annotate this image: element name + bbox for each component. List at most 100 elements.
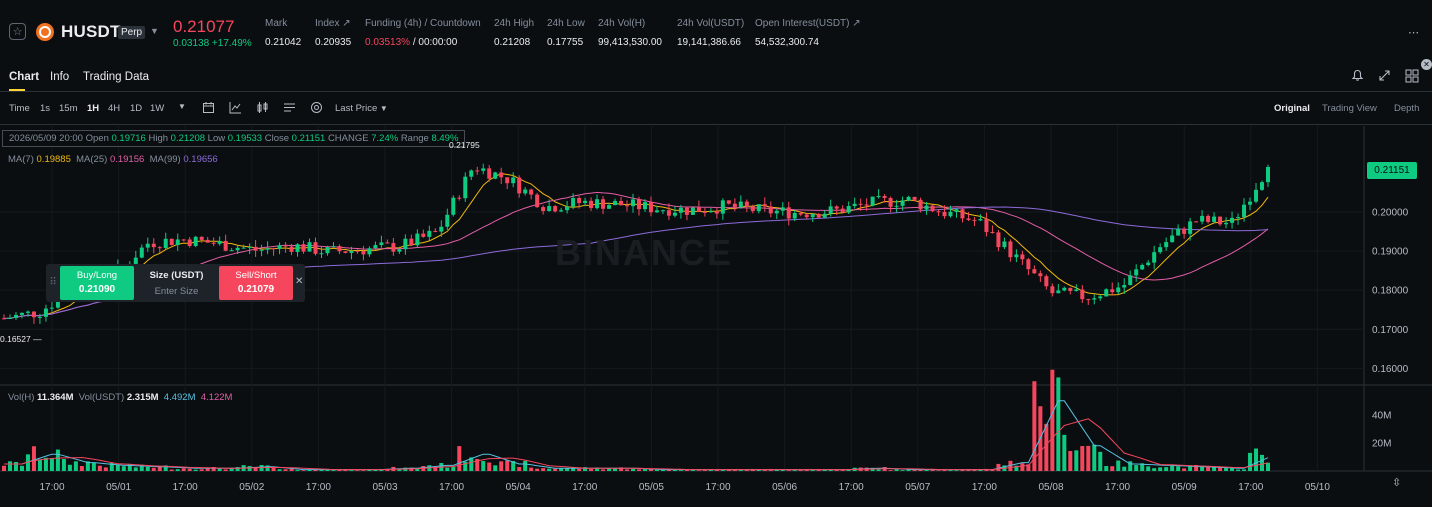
stat-index[interactable]: Index ↗ 0.20935 [315, 18, 352, 48]
candle-body [966, 218, 971, 220]
candle-body [325, 247, 330, 254]
interval-dropdown-icon[interactable]: ▼ [178, 102, 186, 111]
volume-bar [559, 468, 564, 471]
price-chart[interactable]: 0.20000 0.19000 0.18000 0.17000 0.16000 40M 20… [0, 126, 1432, 507]
candle-body [427, 230, 432, 237]
volume-bar [199, 469, 204, 471]
candle-body [732, 203, 737, 208]
view-trading-view[interactable]: Trading View [1322, 103, 1377, 114]
volume-bar [1182, 468, 1187, 471]
settings-icon[interactable] [310, 101, 323, 117]
candle-body [493, 172, 498, 179]
stat-open-interest[interactable]: Open Interest(USDT) ↗ 54,532,300.74 [755, 18, 861, 48]
volume-bar [49, 458, 54, 471]
symbol-name[interactable]: HUSDT [61, 22, 121, 41]
line-chart-icon[interactable] [229, 101, 242, 117]
volume-bar [535, 468, 540, 471]
candle-body [804, 214, 809, 218]
candle-body [1188, 221, 1193, 234]
volume-bar [666, 469, 671, 471]
funding-rate: 0.03513% [365, 37, 411, 48]
axis-settings-icon[interactable]: ⇳ [1392, 477, 1402, 489]
volume-bar [547, 468, 552, 471]
indicators-icon[interactable] [283, 101, 296, 117]
interval-time[interactable]: Time [9, 103, 30, 114]
volume-bar [37, 459, 42, 471]
interval-1w[interactable]: 1W [150, 103, 165, 114]
candle-body [169, 238, 174, 246]
candle-body [37, 316, 42, 318]
volume-bar [217, 468, 222, 471]
more-icon[interactable]: ⋯ [1408, 27, 1419, 39]
volume-bar [798, 470, 803, 471]
volume-bar [43, 457, 48, 471]
volume-bar [121, 466, 126, 471]
volume-bar [307, 469, 312, 471]
volume-tick-label: 20M [1372, 438, 1391, 449]
candle-body [547, 206, 552, 212]
close-icon[interactable]: ✕ [295, 276, 304, 287]
bell-icon[interactable] [1351, 69, 1364, 85]
price-type-selector[interactable]: Last Price ▼ [335, 103, 388, 114]
interval-4h[interactable]: 4H [108, 103, 121, 114]
candle-body [780, 207, 785, 211]
volume-bar [1014, 465, 1019, 471]
candle-type-icon[interactable] [256, 101, 269, 117]
interval-1s[interactable]: 1s [40, 103, 51, 114]
size-input[interactable] [136, 285, 217, 298]
price-change: 0.03138 +17.49% [173, 38, 252, 49]
volume-bar [816, 469, 821, 471]
volume-bar [1242, 469, 1247, 471]
favorite-star-icon[interactable]: ☆ [9, 23, 26, 40]
candle-body [1092, 298, 1097, 300]
volume-bar [187, 468, 192, 471]
candle-body [1014, 254, 1019, 258]
volume-bar [487, 462, 492, 471]
calendar-icon[interactable] [202, 101, 215, 117]
candle-body [1200, 215, 1205, 222]
close-icon[interactable]: ✕ [1421, 59, 1432, 70]
candle-body [595, 199, 600, 209]
sell-short-button[interactable]: Sell/Short 0.21079 [219, 266, 293, 300]
volume-bar [19, 465, 24, 471]
volume-bar [13, 462, 18, 471]
candle-body [529, 189, 534, 195]
volume-bar [265, 465, 270, 471]
candle-body [1020, 254, 1025, 260]
interval-15m[interactable]: 15m [59, 103, 78, 114]
volume-bar [355, 470, 360, 471]
volume-bar [7, 461, 12, 471]
candle-body [942, 211, 947, 217]
candle-body [283, 245, 288, 247]
time-tick-label: 05/10 [1305, 482, 1330, 493]
stat-24h-low: 24h Low 0.17755 [547, 18, 585, 48]
candle-body [559, 210, 564, 212]
drag-handle-icon[interactable]: ⠿ [49, 277, 57, 288]
tab-trading-data[interactable]: Trading Data [83, 71, 150, 83]
volume-bar [181, 468, 186, 471]
volume-bar [1152, 468, 1157, 471]
candle-body [499, 172, 504, 178]
view-original[interactable]: Original [1274, 103, 1310, 114]
volume-bar [175, 469, 180, 471]
view-depth[interactable]: Depth [1394, 103, 1420, 114]
candle-body [948, 211, 953, 217]
buy-long-button[interactable]: Buy/Long 0.21090 [60, 266, 134, 300]
symbol-dropdown-icon[interactable]: ▼ [150, 26, 159, 36]
interval-1d[interactable]: 1D [130, 103, 143, 114]
volume-bar [169, 469, 174, 471]
layout-grid-icon[interactable] [1405, 69, 1419, 86]
tab-chart[interactable]: Chart [9, 71, 40, 83]
volume-bar [1026, 464, 1031, 471]
tab-info[interactable]: Info [50, 71, 70, 83]
interval-1h[interactable]: 1H [87, 103, 100, 114]
candle-body [379, 242, 384, 246]
fullscreen-icon[interactable] [1378, 69, 1391, 85]
volume-bar [1140, 463, 1145, 471]
current-price-tag: 0.21151 [1367, 162, 1417, 179]
volume-bar [942, 469, 947, 471]
volume-bar [1044, 423, 1049, 471]
candle-body [25, 311, 30, 313]
candle-body [403, 238, 408, 250]
candle-body [714, 211, 719, 214]
